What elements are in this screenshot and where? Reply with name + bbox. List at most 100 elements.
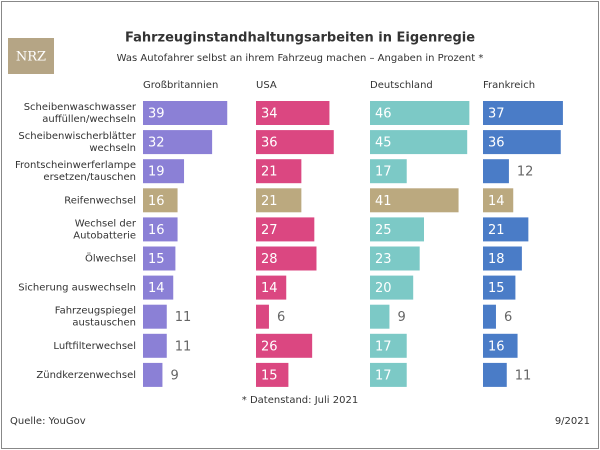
panel-header: Großbritannien	[143, 80, 218, 91]
category-label: Wechsel der Autobatterie	[73, 218, 137, 241]
bar	[370, 101, 470, 125]
value-label: 19	[148, 165, 165, 180]
bar	[143, 246, 176, 271]
value-label: 27	[261, 223, 278, 238]
value-label: 14	[488, 194, 505, 209]
bar	[143, 159, 185, 184]
value-label: 41	[375, 194, 392, 209]
category-label: Fahrzeugspiegel austauschen	[55, 306, 136, 329]
bar	[143, 188, 178, 213]
value-label: 36	[488, 136, 505, 151]
bar	[483, 275, 516, 300]
category-label: Reifenwechsel	[64, 195, 136, 206]
logo-box	[8, 38, 54, 74]
bar	[370, 217, 424, 242]
bar	[256, 188, 302, 213]
category-label: Luftfilterwechsel	[53, 341, 136, 352]
bar	[256, 362, 289, 387]
value-label: 39	[148, 107, 165, 122]
bar	[143, 101, 228, 125]
bar	[256, 246, 317, 271]
value-label: 16	[148, 223, 165, 238]
bar	[370, 188, 459, 213]
category-label: Ölwechsel	[85, 252, 136, 265]
category-label: Frontscheinwerferlampe ersetzen/tauschen	[15, 160, 136, 183]
value-label: 18	[488, 252, 505, 267]
bar	[483, 159, 509, 184]
bar	[256, 304, 269, 329]
value-label: 12	[517, 165, 534, 180]
value-label: 23	[375, 252, 392, 267]
bar	[256, 159, 302, 184]
bar	[483, 333, 518, 358]
value-label: 28	[261, 252, 278, 267]
value-label: 11	[175, 339, 192, 354]
value-label: 45	[375, 136, 392, 151]
bar	[143, 304, 167, 329]
bar	[256, 333, 313, 358]
value-label: 9	[170, 368, 178, 383]
bar	[483, 130, 561, 155]
value-label: 37	[488, 107, 505, 122]
value-label: 15	[261, 368, 278, 383]
bar	[143, 362, 163, 387]
bar	[370, 304, 390, 329]
value-label: 6	[277, 310, 285, 325]
value-label: 21	[261, 194, 278, 209]
bar	[370, 130, 468, 155]
value-label: 15	[488, 281, 505, 296]
bar	[143, 217, 178, 242]
value-label: 14	[148, 281, 165, 296]
panel-header: Frankreich	[483, 80, 535, 91]
bar	[143, 275, 174, 300]
value-label: 34	[261, 107, 278, 122]
footnote: * Datenstand: Juli 2021	[242, 395, 358, 406]
category-label: Zündkerzenwechsel	[36, 370, 136, 381]
bar	[370, 159, 407, 184]
value-label: 26	[261, 339, 278, 354]
value-label: 6	[504, 310, 512, 325]
chart-subtitle: Was Autofahrer selbst an ihrem Fahrzeug …	[117, 53, 484, 64]
bar	[483, 188, 514, 213]
value-label: 14	[261, 281, 278, 296]
value-label: 11	[515, 368, 532, 383]
value-label: 17	[375, 368, 392, 383]
source: Quelle: YouGov	[10, 416, 86, 427]
value-label: 16	[488, 339, 505, 354]
category-label: Sicherung auswechseln	[18, 283, 136, 294]
value-label: 21	[261, 165, 278, 180]
chart-title: Fahrzeuginstandhaltungsarbeiten in Eigen…	[125, 31, 475, 46]
bar	[256, 101, 330, 125]
value-label: 9	[397, 310, 405, 325]
bar	[256, 130, 334, 155]
bar	[256, 217, 315, 242]
panel-header: USA	[256, 80, 277, 91]
value-label: 17	[375, 339, 392, 354]
bar	[143, 130, 213, 155]
bar	[143, 333, 167, 358]
category-label: Scheibenwaschwasser auffüllen/wechseln	[24, 102, 137, 125]
bar	[483, 304, 496, 329]
bar	[483, 217, 529, 242]
value-label: 11	[175, 310, 192, 325]
value-label: 25	[375, 223, 392, 238]
panel-header: Deutschland	[370, 80, 433, 91]
value-label: 36	[261, 136, 278, 151]
value-label: 16	[148, 194, 165, 209]
value-label: 20	[375, 281, 392, 296]
value-label: 32	[148, 136, 165, 151]
bar	[483, 101, 563, 125]
value-label: 17	[375, 165, 392, 180]
bar	[256, 275, 287, 300]
bar	[483, 362, 507, 387]
bar	[370, 275, 414, 300]
value-label: 21	[488, 223, 505, 238]
bar	[370, 333, 407, 358]
value-label: 15	[148, 252, 165, 267]
bar	[370, 246, 420, 271]
date: 9/2021	[555, 416, 590, 427]
bar	[370, 362, 407, 387]
logo: NRZ	[16, 50, 46, 65]
bar	[483, 246, 522, 271]
